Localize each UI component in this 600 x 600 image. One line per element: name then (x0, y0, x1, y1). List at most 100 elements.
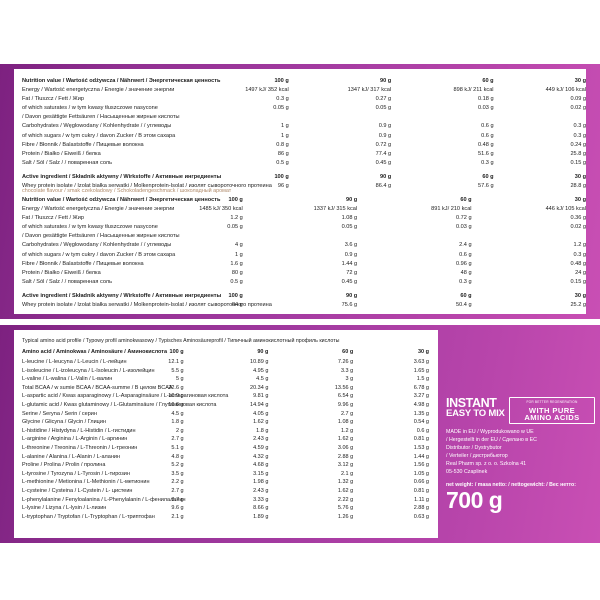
amino-name: L-threonine / Treonina / L-Threonin / L-… (22, 444, 138, 451)
amino-value: 14.94 g (250, 401, 269, 408)
instant-line1: INSTANT (446, 396, 497, 410)
row-value: 0.3 g (276, 96, 289, 103)
amino-row: Proline / Prolina / Prolin / пролина 5.2 … (14, 461, 438, 470)
row-label: Protein / Białko / Eiweiß / белка (22, 269, 101, 276)
pure-amino-acids-badge: FOR BETTER REGENERATION WITH PURE AMINO … (509, 397, 595, 425)
row-value: 449 kJ/ 106 kcal (545, 87, 586, 94)
address-line: 05-530 Czaplinek (446, 469, 488, 476)
amino-row: L-histidine / Histydyna / L-Histidin / L… (14, 427, 438, 436)
amino-value: 5 g (175, 376, 184, 383)
amino-value: 2.7 g (171, 436, 184, 443)
row-value: 90 g (345, 197, 358, 203)
row-label: Nutrition value / Wartość odżywcza / Näh… (22, 78, 221, 84)
row-value: 0.6 g (481, 132, 494, 139)
row-value (243, 232, 357, 241)
row-value (472, 232, 586, 241)
nutrition-row: Carbohydrates / Węglowodany / Kohlenhydr… (14, 122, 586, 131)
address-line: / Hergestellt in der EU / Сделано в ЕС (446, 437, 537, 444)
amino-value: 2.43 g (253, 436, 269, 443)
row-value: 24 g (575, 269, 586, 276)
amino-value: 1.11 g (414, 496, 429, 503)
amino-row: Total BCAA / w sumie BCAA / BCAA-summe /… (14, 384, 438, 393)
row-label: of which sugars / w tym cukry / davon Zu… (22, 132, 176, 139)
badge-tagline: FOR BETTER REGENERATION (526, 400, 578, 404)
row-value: 1497 kJ/ 352 kcal (245, 87, 289, 94)
amino-value: 1.2 g (340, 427, 354, 434)
nutrition-row: Fibre / Błonnik / Balaststoffe / Пищевые… (14, 260, 586, 269)
nutrition-row: of which saturates / w tym kwasy tłuszcz… (14, 104, 586, 113)
amino-row: L-arginine / Arginina / L-Arginin / L-ар… (14, 435, 438, 444)
row-label: of which saturates / w tym kwasy tłuszcz… (22, 105, 158, 112)
amino-value: 4.59 g (253, 444, 269, 451)
row-value: 0.02 g (570, 105, 586, 112)
row-value: 0.72 g (456, 215, 472, 222)
amino-name: L-aspartic acid / Kwas asparaginowy / L-… (22, 393, 229, 400)
amino-row: L-aspartic acid / Kwas asparaginowy / L-… (14, 392, 438, 401)
amino-value: 4.32 g (253, 453, 269, 460)
amino-table-title-row: Typical amino acid profile / Typowy prof… (14, 336, 438, 347)
nutrition-header-row: Nutrition value / Wartość odżywcza / Näh… (14, 196, 586, 205)
amino-value: 8.66 g (253, 505, 269, 512)
amino-value: 13.56 g (334, 384, 354, 391)
amino-value: 12.1 g (168, 359, 184, 365)
amino-value: 10.89 g (250, 359, 269, 365)
amino-name: L-arginine / Arginina / L-Arginin / L-ар… (22, 436, 128, 443)
row-value: 0.15 g (570, 278, 586, 285)
amino-value: 4.05 g (253, 410, 269, 417)
amino-value: 3.5 g (171, 470, 184, 477)
address-line: MADE in EU / Wyprodukowano w UE (446, 429, 534, 435)
row-label: / Davon gesättigte Fettsäuren / Насыщенн… (22, 114, 180, 121)
nutrition-row: Salt / Sól / Salz / / поваренная соль 0.5… (14, 278, 586, 287)
row-value: 1.6 g (230, 260, 243, 267)
row-value: 898 kJ/ 211 kcal (453, 87, 494, 94)
row-label: Fibre / Błonnik / Balaststoffe / Пищевые… (22, 260, 144, 267)
amino-name: L-leucine / L-leucyna / L-Leucin / L-лей… (22, 359, 127, 365)
amino-value: 2.7 g (171, 487, 184, 494)
row-value: 0.48 g (478, 141, 494, 148)
nutrition-row: Protein / Białko / Eiweiß / белка 80 g 72 … (14, 269, 586, 278)
row-value: 90 g (345, 292, 358, 299)
badge-line1: WITH PURE (528, 405, 576, 415)
row-value: 0.5 g (230, 278, 243, 285)
amino-name: Total BCAA / w sumie BCAA / BCAA-summe /… (22, 384, 173, 391)
amino-header-row: Amino acid / Aminokwas / Aminosäure / Ам… (14, 347, 438, 358)
nutrition-row: / Davon gesättigte Fettsäuren / Насыщенн… (14, 232, 586, 241)
amino-value: 16.6 g (168, 401, 184, 408)
amino-value: 4.68 g (253, 462, 269, 469)
brand-block: INSTANT EASY TO MIX FOR BETTER REGENERAT… (446, 396, 596, 512)
nutrition-row: of which saturates / w tym kwasy tłuszcz… (14, 223, 586, 232)
row-label: Whey protein isolate / Izolat białka ser… (22, 183, 272, 190)
amino-value: 4.95 g (253, 367, 269, 374)
flavour-note-row: chocolate flavour / smak czekoladowy / S… (14, 187, 586, 196)
amino-value: 100 g (169, 349, 184, 355)
nutrition-card: Nutrition value / Wartość odżywcza / Näh… (14, 69, 586, 314)
amino-value: 0.63 g (413, 513, 429, 520)
net-weight-label: net weight: / masa netto: / nettogewicht… (446, 481, 576, 488)
row-value: 2.4 g (459, 242, 472, 249)
amino-value: 4.5 g (256, 376, 269, 383)
amino-value: 3 g (345, 376, 354, 383)
amino-value: 3.63 g (413, 359, 429, 365)
row-value: 0.03 g (456, 224, 472, 231)
amino-row: L-tryptophan / Tryptofan / L-Tryptophan … (14, 513, 438, 522)
active-ingredient-header-row: Active ingredient / Składnik aktywny / W… (14, 292, 586, 301)
row-value: 25.2 g (570, 302, 586, 309)
row-value: 86 g (277, 150, 289, 157)
row-value: 0.05 g (273, 105, 289, 112)
row-value: 48 g (460, 269, 472, 276)
row-label: Nutrition value / Wartość odżywcza / Näh… (22, 197, 221, 203)
row-value: 0.45 g (375, 159, 392, 166)
amino-value: 20.34 g (250, 384, 269, 391)
amino-value: 1.35 g (413, 410, 429, 417)
amino-value: 3.3 g (340, 367, 354, 374)
row-value: 1.2 g (230, 215, 243, 222)
row-value: 0.48 g (570, 260, 586, 267)
nutrition-row: Fat / Tłuszcz / Fett / Жир 0.3 g 0.27 g 0.1… (14, 95, 586, 104)
amino-name: L-cysteine / Cysteina / L-Cystein / L- ц… (22, 487, 133, 494)
amino-acid-table: Typical amino acid profile / Typowy prof… (14, 336, 438, 521)
top-purple-panel: Nutrition value / Wartość odżywcza / Näh… (0, 64, 600, 319)
amino-value: 3.27 g (413, 393, 429, 400)
nutrition-row: Energy / Wartość energetyczna / Energie … (14, 205, 586, 214)
amino-value: 3.7 g (171, 496, 184, 503)
